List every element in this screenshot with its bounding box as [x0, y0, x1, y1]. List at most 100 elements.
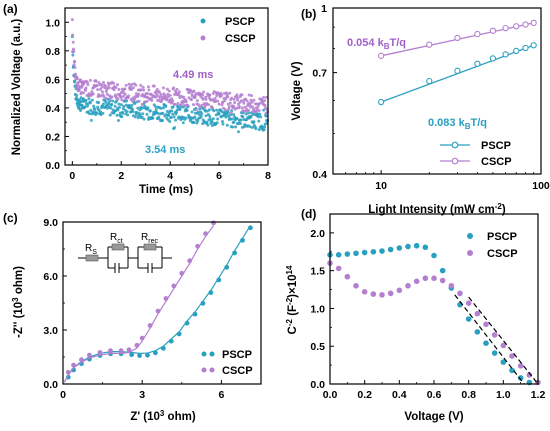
data-point — [474, 329, 481, 335]
data-point — [197, 112, 201, 116]
data-point — [171, 283, 177, 289]
data-point — [257, 119, 261, 123]
data-point — [226, 111, 230, 115]
data-point — [148, 109, 152, 113]
y-tick-label: 9.0 — [43, 217, 58, 229]
data-point — [130, 107, 134, 111]
data-point — [96, 88, 100, 92]
data-point — [104, 96, 108, 100]
data-point — [198, 107, 202, 111]
data-point — [230, 117, 234, 121]
data-point — [256, 115, 260, 119]
annotation-pscp-lifetime: 3.54 ms — [145, 144, 185, 156]
data-point — [161, 86, 165, 90]
data-point — [405, 243, 411, 250]
data-point — [211, 117, 215, 121]
data-point — [509, 353, 515, 359]
data-point — [252, 120, 256, 124]
data-point — [413, 242, 420, 249]
data-point — [134, 92, 138, 96]
data-point — [141, 85, 145, 89]
y-tick-label: 1 — [321, 3, 327, 15]
data-point — [379, 248, 385, 254]
panel-c-y-label: -Z'' (103 ohm) — [11, 266, 25, 338]
panel-a: (a) 0 2 4 6 8 0.0 0.2 0.4 0.6 0.8 1.0 Time (ms) N… — [3, 2, 271, 196]
data-point — [192, 120, 196, 124]
data-point — [101, 102, 105, 106]
data-point — [147, 88, 151, 92]
data-point — [247, 111, 251, 115]
data-point — [171, 105, 175, 109]
data-point — [164, 104, 168, 108]
data-point — [72, 49, 76, 53]
data-point — [184, 116, 188, 120]
data-point — [87, 112, 91, 116]
data-point — [483, 340, 489, 347]
data-point — [156, 111, 160, 115]
data-point — [121, 95, 125, 99]
data-point — [235, 106, 239, 110]
data-point — [91, 92, 95, 96]
data-point — [215, 121, 219, 125]
data-point — [191, 103, 195, 107]
resistor-rrec — [143, 243, 157, 251]
panel-b-y-label: Voltage (V) — [291, 61, 303, 120]
data-point — [232, 104, 236, 108]
panel-a-y-label: Normalized Voltage (a.u.) — [11, 19, 23, 156]
legend-cscp-label: CSCP — [481, 156, 512, 168]
resistor-rct — [111, 243, 125, 251]
data-point — [130, 103, 134, 107]
legend-pscp-marker — [451, 141, 459, 149]
data-point — [141, 112, 145, 116]
data-point — [210, 119, 214, 123]
data-point — [192, 89, 196, 93]
legend-pscp-marker — [209, 351, 215, 357]
data-point — [100, 90, 104, 94]
data-point — [454, 67, 461, 74]
data-point — [122, 105, 126, 109]
data-point — [94, 79, 98, 83]
data-point — [474, 60, 481, 67]
x-tick-label: 2 — [118, 170, 124, 182]
data-point — [137, 92, 141, 96]
data-point — [90, 98, 94, 102]
legend-cscp-marker — [200, 35, 206, 41]
data-point — [126, 347, 132, 353]
data-point — [200, 103, 204, 107]
data-point — [95, 111, 99, 115]
data-point — [489, 27, 497, 34]
data-point — [220, 93, 224, 97]
data-point — [203, 231, 208, 237]
data-point — [177, 115, 181, 119]
panel-c-plot — [63, 220, 253, 383]
data-point — [426, 41, 433, 48]
x-tick-label: 1.2 — [531, 389, 546, 401]
data-point — [250, 100, 254, 104]
resistor-rs — [85, 254, 99, 262]
data-point — [170, 109, 174, 113]
data-point — [251, 126, 255, 130]
data-point — [84, 88, 88, 92]
panel-d-y-ticks: 0.0 0.5 1.0 1.5 2.0 — [310, 228, 334, 391]
data-point — [120, 115, 124, 119]
data-point — [108, 113, 112, 117]
data-point — [258, 112, 262, 116]
data-point — [203, 105, 207, 109]
data-point — [159, 106, 163, 110]
fit-line-cscp — [468, 296, 539, 385]
data-point — [154, 105, 158, 109]
data-point — [71, 53, 75, 57]
data-point — [116, 119, 120, 123]
data-point — [236, 98, 240, 102]
data-point — [71, 33, 75, 37]
data-point — [502, 51, 509, 58]
panel-b-x-label: Light Intensity (mW cm-2) — [368, 202, 506, 216]
data-point — [491, 350, 498, 356]
data-point — [252, 98, 256, 102]
data-point — [119, 103, 123, 107]
x-tick-label: 1.0 — [496, 389, 511, 401]
data-point — [145, 112, 149, 116]
data-point — [161, 112, 165, 116]
data-point — [483, 321, 489, 328]
data-point — [158, 90, 162, 94]
